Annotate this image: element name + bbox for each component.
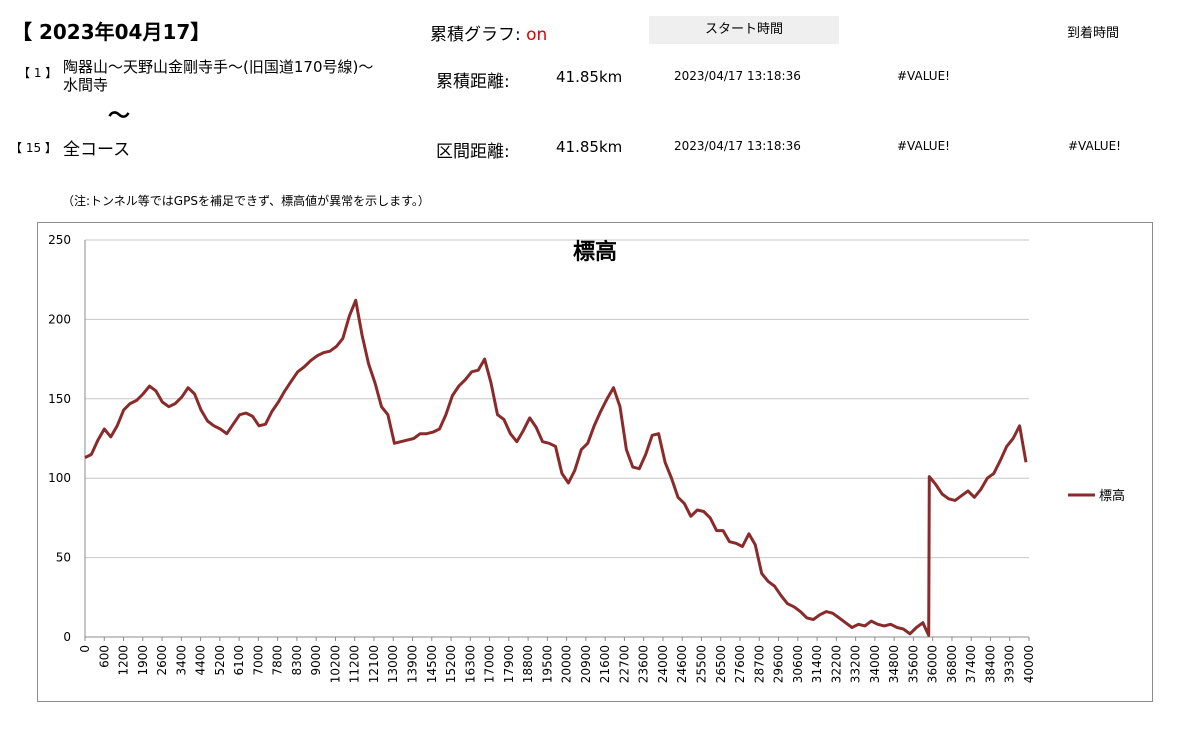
x-tick-label: 36800 <box>945 645 959 683</box>
start-time-header: スタート時間 <box>649 16 839 44</box>
x-tick-label: 39300 <box>1003 645 1017 683</box>
x-tick-label: 8300 <box>290 645 304 676</box>
legend-label: 標高 <box>1099 488 1125 504</box>
y-tick-label: 250 <box>48 233 71 247</box>
x-tick-label: 30600 <box>791 645 805 683</box>
y-tick-label: 200 <box>48 312 71 326</box>
x-tick-label: 32200 <box>829 645 843 683</box>
x-tick-label: 34000 <box>868 645 882 683</box>
cumulative-distance-value: 41.85km <box>556 68 623 86</box>
y-tick-label: 0 <box>63 630 71 644</box>
x-tick-label: 40000 <box>1022 645 1036 683</box>
section-distance-value: 41.85km <box>556 138 623 156</box>
x-tick-label: 6100 <box>232 645 246 676</box>
section-start-time: 2023/04/17 13:18:36 <box>674 139 801 153</box>
graph-toggle[interactable]: 累積グラフ: on <box>430 20 547 45</box>
route-from-name-line2: 水間寺 <box>63 76 109 94</box>
x-tick-label: 33200 <box>849 645 863 683</box>
x-tick-label: 24000 <box>656 645 670 683</box>
x-tick-label: 1900 <box>136 645 150 676</box>
x-tick-label: 10200 <box>328 645 342 683</box>
cumulative-distance-label: 累積距離: <box>436 72 510 92</box>
arrival-time-header: 到着時間 <box>1067 26 1120 41</box>
route-tilde: ～ <box>108 104 131 129</box>
x-tick-label: 29600 <box>772 645 786 683</box>
elevation-chart: 0 50 100 150 200 250 0 600 1200 1900 2600 3400 4400… <box>37 222 1153 702</box>
graph-state: on <box>526 25 548 45</box>
x-tick-label: 20900 <box>579 645 593 683</box>
x-tick-label: 24600 <box>675 645 689 683</box>
section-distance-label: 区間距離: <box>436 142 510 162</box>
section-extra-value: #VALUE! <box>1068 139 1121 153</box>
x-tick-label: 9000 <box>309 645 323 676</box>
cumulative-start-time: 2023/04/17 13:18:36 <box>674 69 801 83</box>
x-tick-label: 37400 <box>964 645 978 683</box>
x-tick-label: 3400 <box>174 645 188 676</box>
route-to-number: 【 15 】 <box>10 141 57 155</box>
elevation-series-line <box>84 298 1028 637</box>
x-tick-label: 17000 <box>483 645 497 683</box>
route-from-name: 陶器山～天野山金剛寺手～(旧国道170号線)～ <box>63 58 374 76</box>
y-tick-label: 150 <box>48 392 71 406</box>
x-tick-label: 25500 <box>694 645 708 683</box>
date-title: 【 2023年04月17】 <box>12 20 211 44</box>
x-tick-label: 36000 <box>926 645 940 683</box>
x-tick-label: 5200 <box>213 645 227 676</box>
x-tick-label: 14500 <box>425 645 439 683</box>
section-arrival-time: #VALUE! <box>897 139 950 153</box>
x-tick-label: 21600 <box>598 645 612 683</box>
x-tick-label: 4400 <box>194 645 208 676</box>
x-tick-label: 13000 <box>386 645 400 683</box>
gps-note: （注:トンネル等ではGPSを補足できず、標高値が異常を示します。） <box>62 194 430 208</box>
x-tick-label: 19500 <box>540 645 554 683</box>
x-tick-label: 18800 <box>521 645 535 683</box>
x-tick-label: 17900 <box>502 645 516 683</box>
y-tick-label: 100 <box>48 471 71 485</box>
x-tick-label: 22700 <box>617 645 631 683</box>
graph-label: 累積グラフ: <box>430 25 521 45</box>
chart-title: 標高 <box>573 239 617 265</box>
x-tick-label: 16300 <box>463 645 477 683</box>
x-tick-label: 28700 <box>752 645 766 683</box>
cumulative-arrival-time: #VALUE! <box>897 69 950 83</box>
x-tick-label: 26500 <box>714 645 728 683</box>
x-tick-label: 7800 <box>271 645 285 676</box>
x-tick-label: 600 <box>97 645 111 668</box>
x-tick-label: 34800 <box>887 645 901 683</box>
route-from-number: 【 1 】 <box>18 66 58 80</box>
elevation-chart-svg: 0 50 100 150 200 250 0 600 1200 1900 2600 3400 4400… <box>48 233 1125 683</box>
x-tick-label: 31400 <box>810 645 824 683</box>
x-tick-label: 20000 <box>560 645 574 683</box>
x-tick-label: 15200 <box>444 645 458 683</box>
x-tick-label: 0 <box>78 645 92 653</box>
x-tick-label: 35600 <box>906 645 920 683</box>
x-tick-label: 23600 <box>637 645 651 683</box>
x-tick-label: 2600 <box>155 645 169 676</box>
route-to-name: 全コース <box>63 140 131 160</box>
x-tick-label: 1200 <box>117 645 131 676</box>
x-tick-label: 7000 <box>251 645 265 676</box>
x-tick-label: 12100 <box>367 645 381 683</box>
x-tick-label: 11200 <box>348 645 362 683</box>
x-tick-label: 27600 <box>733 645 747 683</box>
x-tick-label: 38400 <box>983 645 997 683</box>
x-tick-label: 13900 <box>406 645 420 683</box>
y-tick-label: 50 <box>56 551 71 565</box>
